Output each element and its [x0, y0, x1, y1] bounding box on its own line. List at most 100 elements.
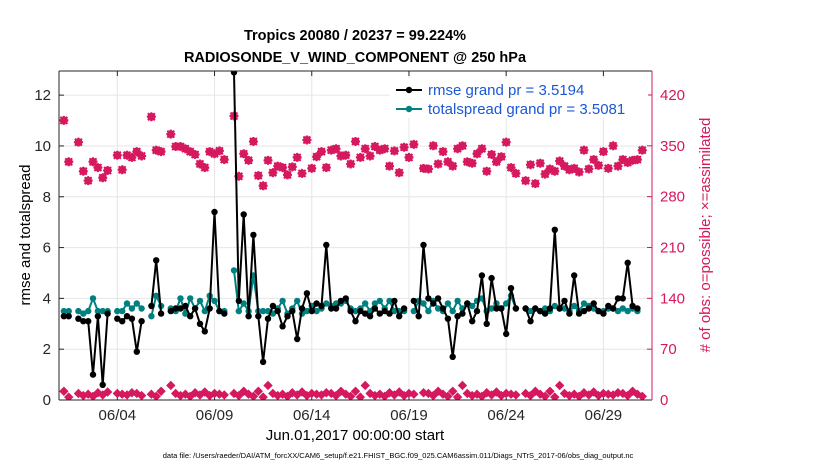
rmse-point	[114, 315, 121, 322]
totalspread-point	[240, 300, 247, 307]
rmse-point	[469, 318, 476, 325]
obs-assimilated-point	[385, 161, 395, 171]
totalspread-point	[614, 307, 622, 315]
totalspread-point	[177, 295, 184, 302]
legend-label-rmse: rmse grand pr = 3.5194	[428, 82, 584, 99]
rmse-point	[148, 302, 155, 310]
totalspread-point	[65, 307, 72, 315]
totalspread-point	[371, 300, 379, 307]
obs-assimilated-point	[491, 157, 501, 167]
y-tick-label-right: 140	[660, 290, 685, 307]
rmse-point	[580, 307, 588, 315]
legend-box	[390, 78, 648, 118]
rmse-point	[449, 353, 456, 360]
totalspread-point	[182, 310, 189, 317]
obs-assimilated-point	[93, 163, 103, 173]
obs-low-count-point	[443, 391, 453, 400]
totalspread-point	[128, 305, 136, 312]
obs-low-count-point	[336, 386, 346, 396]
rmse-point	[493, 305, 500, 312]
obs-assimilated-point	[219, 155, 229, 165]
rmse-point	[294, 335, 301, 343]
totalspread-point	[75, 307, 82, 315]
obs-assimilated-point	[273, 161, 283, 171]
obs-assimilated-point	[409, 139, 419, 149]
obs-assimilated-point	[564, 165, 574, 175]
legend-marker-spread	[405, 105, 413, 113]
rmse-point	[191, 305, 199, 312]
rmse-point	[153, 257, 160, 264]
y-tick-label: 8	[43, 189, 51, 206]
obs-low-count-point	[268, 388, 278, 399]
totalspread-point	[420, 300, 427, 307]
totalspread-point	[376, 297, 383, 305]
rmse-point	[289, 307, 296, 315]
obs-assimilated-point	[195, 159, 205, 169]
rmse-point	[551, 226, 558, 233]
obs-assimilated-point	[472, 149, 482, 159]
x-tick-labels: 06/04 06/09 06/14 06/19 06/24 06/29	[99, 407, 623, 424]
totalspread-point	[133, 300, 140, 307]
obs-low-count-point	[350, 386, 361, 396]
obs-assimilated-point	[297, 168, 307, 178]
obs-assimilated-point	[521, 176, 531, 186]
obs-assimilated-point	[331, 144, 341, 154]
y-tick-label-right: 420	[660, 87, 685, 104]
totalspread-point	[434, 305, 442, 312]
obs-assimilated-point	[419, 163, 429, 173]
rmse-point	[595, 307, 602, 315]
rmse-point	[337, 297, 345, 305]
obs-assimilated-point	[637, 145, 647, 155]
obs-assimilated-point	[336, 151, 346, 161]
rmse-point	[357, 307, 364, 315]
y-tick-label: 0	[43, 392, 51, 409]
obs-assimilated-point	[360, 144, 370, 154]
obs-low-count-point	[64, 392, 74, 400]
totalspread-point	[153, 292, 160, 299]
rmse-point	[459, 310, 466, 317]
obs-assimilated-point	[205, 147, 215, 157]
obs-low-count-point	[253, 386, 263, 396]
obs-assimilated-point	[98, 173, 108, 183]
obs-low-count-point	[511, 390, 521, 400]
totalspread-point	[279, 297, 286, 305]
x-tick-label: 06/04	[99, 407, 137, 424]
obs-assimilated-point	[598, 147, 608, 157]
y-axis-label: rmse and totalspread	[17, 165, 34, 306]
totalspread-point	[571, 302, 578, 310]
rmse-point	[619, 295, 626, 302]
obs-assimilated-point	[355, 152, 365, 162]
rmse-point	[386, 310, 393, 317]
totalspread-point	[619, 305, 626, 312]
x-tick-label: 06/09	[196, 407, 234, 424]
obs-assimilated-point	[166, 129, 176, 139]
obs-low-count-point	[151, 391, 161, 400]
obs-assimilated-point	[540, 169, 550, 179]
obs-low-count-point	[341, 389, 351, 399]
rmse-point	[585, 305, 592, 312]
obs-assimilated-point	[171, 142, 181, 152]
totalspread-point	[352, 307, 359, 315]
obs-assimilated-point	[545, 164, 555, 174]
rmse-point	[415, 313, 422, 320]
rmse-point	[65, 313, 72, 320]
rmse-point	[609, 305, 617, 312]
obs-count-series	[59, 111, 647, 400]
rmse-point	[274, 307, 281, 315]
chart-subtitle: RADIOSONDE_V_WIND_COMPONENT @ 250 hPa	[184, 50, 527, 66]
rmse-point	[182, 302, 189, 310]
obs-low-count-point	[433, 386, 443, 396]
footnote: data file: /Users/raeder/DAI/ATM_forcXX/…	[163, 451, 634, 460]
obs-assimilated-point	[613, 161, 623, 171]
totalspread-point	[196, 297, 204, 305]
rmse-point	[128, 315, 136, 322]
rmse-point	[133, 348, 140, 355]
rmse-point	[284, 313, 291, 320]
rmse-point	[279, 323, 286, 330]
y-tick-label-right: 70	[660, 341, 677, 358]
obs-assimilated-point	[78, 166, 88, 176]
obs-assimilated-point	[569, 163, 579, 173]
obs-assimilated-point	[185, 147, 195, 157]
rmse-point	[575, 310, 583, 317]
